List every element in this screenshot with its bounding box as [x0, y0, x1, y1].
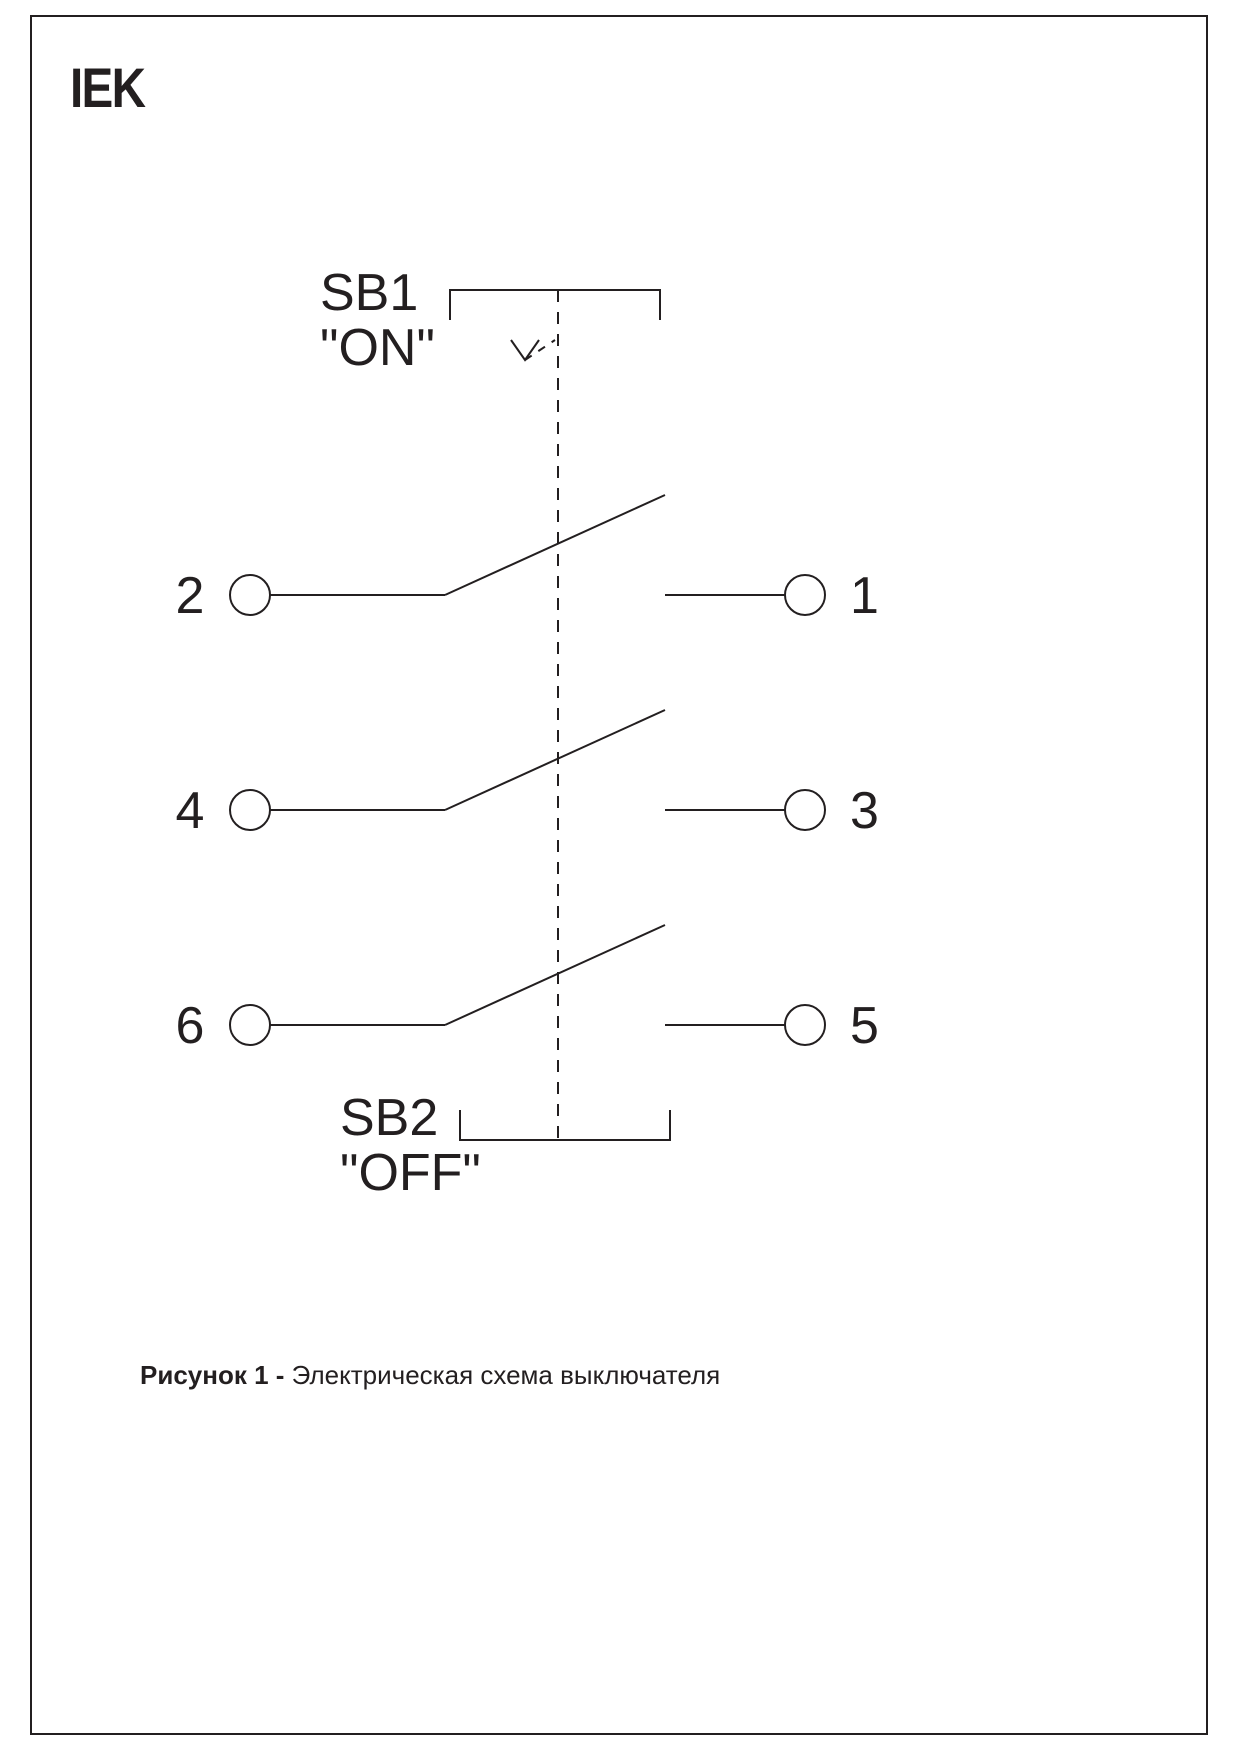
terminal-label-left-1: 2: [176, 567, 205, 625]
terminal-label-left-3: 6: [176, 997, 205, 1055]
actuator-bottom-bracket: [460, 1110, 670, 1140]
terminal-label-right-2: 3: [850, 782, 879, 840]
terminal-circle-left-3: [230, 1005, 270, 1045]
figure-caption-description: Электрическая схема выключателя: [292, 1360, 721, 1390]
figure-caption: Рисунок 1 - Электрическая схема выключат…: [140, 1360, 720, 1391]
actuator-top-arrowhead: [511, 340, 539, 360]
actuator-bottom-label-1: SB2: [340, 1089, 438, 1147]
terminal-circle-left-2: [230, 790, 270, 830]
contact-arm-3: [445, 925, 665, 1025]
wiring-diagram: SB1"ON" SB2"OFF" 2 1 4 3 6 5: [0, 0, 1238, 1750]
contact-arm-2: [445, 710, 665, 810]
terminal-circle-right-2: [785, 790, 825, 830]
actuator-top-label-1: SB1: [320, 264, 418, 322]
terminal-label-right-1: 1: [850, 567, 879, 625]
figure-caption-label: Рисунок 1 -: [140, 1360, 292, 1390]
contact-arm-1: [445, 495, 665, 595]
document-page: IEK SB1"ON"SB2"OFF"214365 Рисунок 1 - Эл…: [0, 0, 1238, 1750]
terminal-circle-right-3: [785, 1005, 825, 1045]
actuator-top-label-2: "ON": [320, 319, 435, 377]
actuator-top-bracket: [450, 290, 660, 320]
terminal-circle-left-1: [230, 575, 270, 615]
interlock-dash: [525, 340, 555, 360]
terminal-circle-right-1: [785, 575, 825, 615]
terminal-label-left-2: 4: [176, 782, 205, 840]
actuator-bottom-label-2: "OFF": [340, 1144, 481, 1202]
terminal-label-right-3: 5: [850, 997, 879, 1055]
